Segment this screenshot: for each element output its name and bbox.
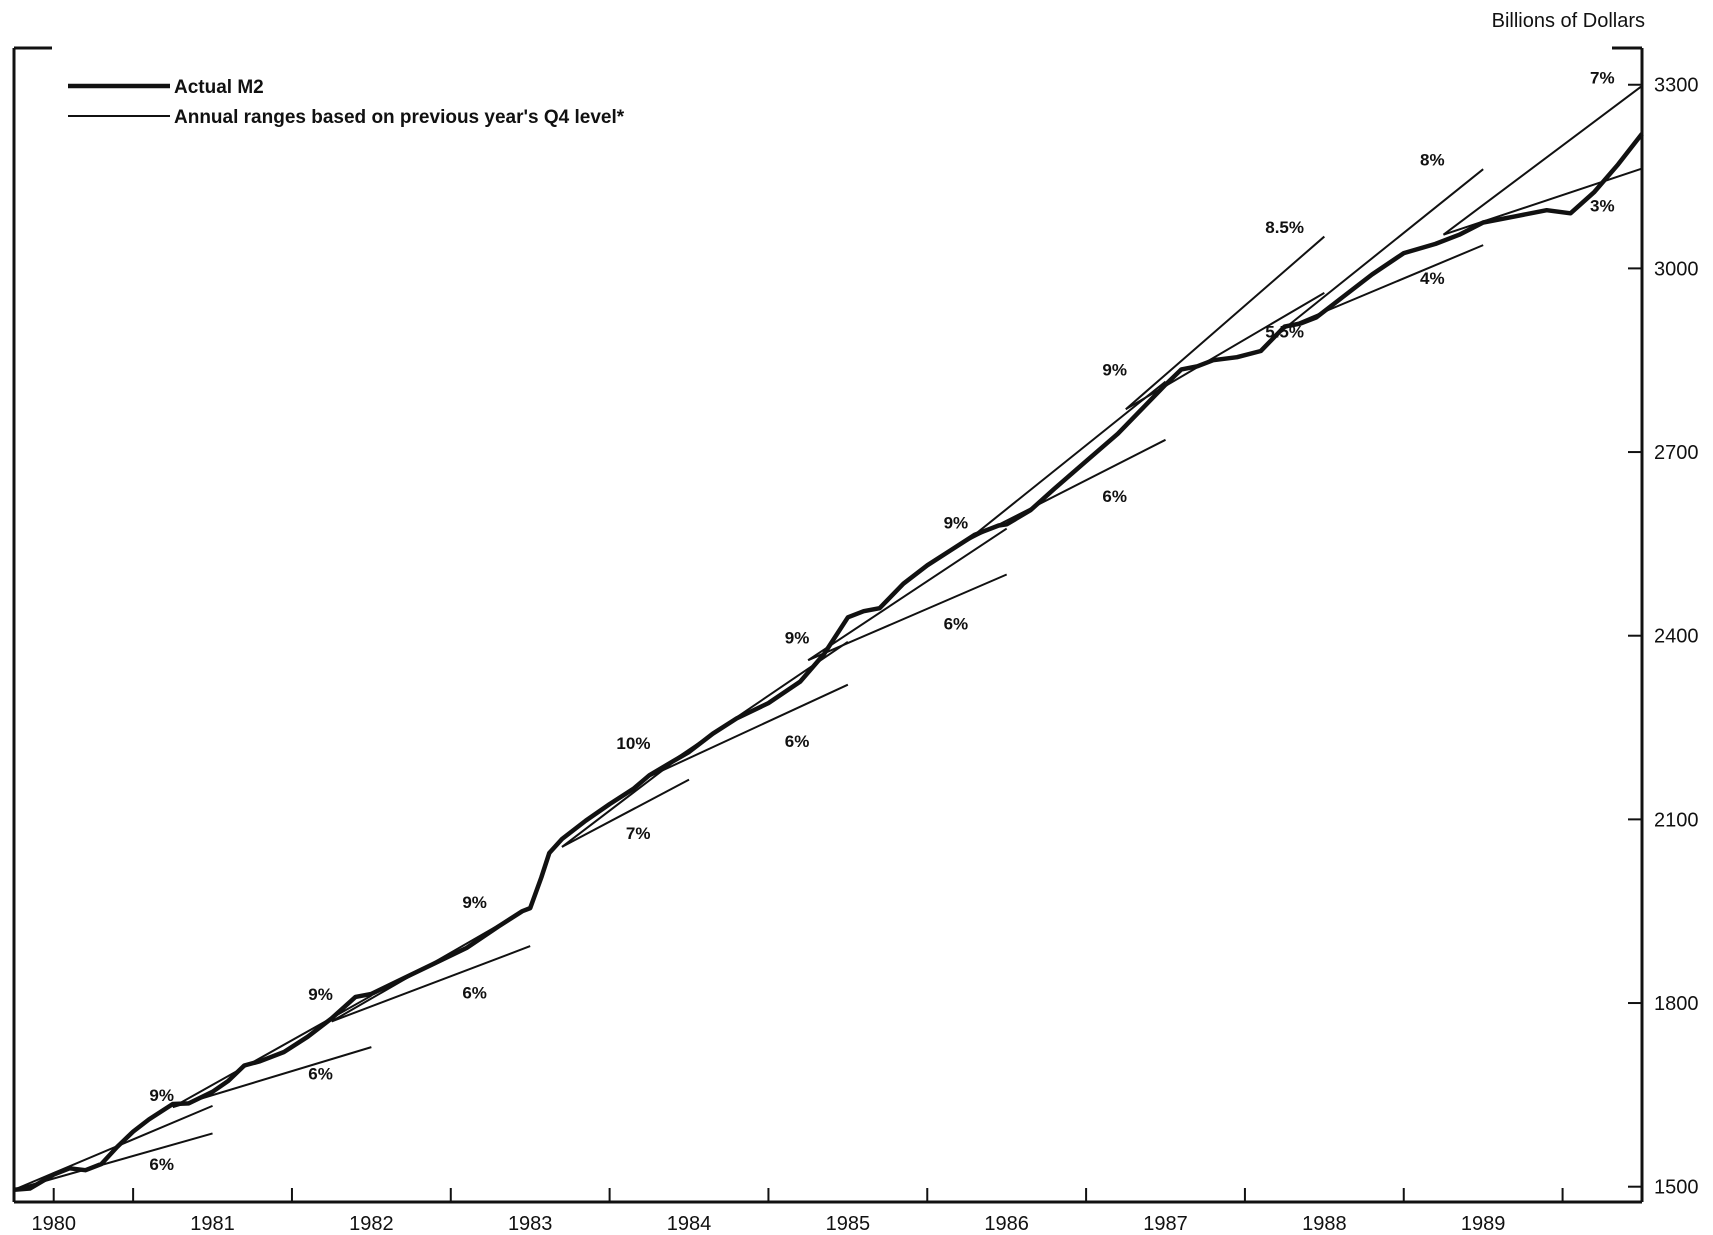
x-tick-label: 1980: [31, 1213, 76, 1235]
range-line: [331, 945, 531, 1023]
y-tick-label: 2700: [1654, 442, 1699, 464]
x-tick-label: 1989: [1461, 1213, 1506, 1235]
x-tick-label: 1984: [667, 1213, 712, 1235]
y-tick-label: 2100: [1654, 809, 1699, 831]
x-tick-label: 1981: [190, 1213, 235, 1235]
range-label: 6%: [462, 984, 487, 1003]
target-range-lines: [13, 85, 1643, 1191]
range-label: 6%: [944, 614, 969, 633]
range-label: 4%: [1420, 269, 1445, 288]
legend-label: Annual ranges based on previous year's Q…: [174, 107, 625, 128]
range-line: [1442, 85, 1643, 236]
range-label: 6%: [308, 1064, 333, 1083]
x-tick-label: 1988: [1302, 1213, 1347, 1235]
range-label: 9%: [149, 1086, 174, 1105]
y-tick-label: 1800: [1654, 993, 1699, 1015]
x-tick-label: 1982: [349, 1213, 394, 1235]
range-label: 6%: [149, 1155, 174, 1174]
y-tick-label: 2400: [1654, 626, 1699, 648]
range-line: [807, 573, 1008, 662]
range-line: [966, 380, 1167, 542]
y-tick-label: 1500: [1654, 1177, 1699, 1199]
range-label: 6%: [785, 732, 810, 751]
range-label: 6%: [1102, 487, 1127, 506]
range-label: 3%: [1590, 196, 1615, 215]
range-label: 8.5%: [1265, 218, 1304, 237]
y-tick-label: 3000: [1654, 258, 1699, 280]
chart-legend: Actual M2 Annual ranges based on previous…: [68, 77, 625, 128]
range-line: [561, 778, 690, 848]
range-label: 9%: [308, 985, 333, 1004]
x-tick-label: 1987: [1143, 1213, 1188, 1235]
series-line-actual-m2: [13, 132, 1644, 1193]
target-range-labels: 9% 6% 9% 6% 9% 6% 10% 7% 9% 6% 9% 6% 9% 6% 8.5% 5.5% 8% 4…: [149, 68, 1614, 1174]
range-label: 9%: [462, 893, 487, 912]
chart-axes: 1980 1981 1982 1983 1984 1985 1986 1987 1988 1989…: [12, 46, 1699, 1235]
range-label: 9%: [1102, 360, 1127, 379]
legend-label: Actual M2: [174, 77, 264, 98]
x-tick-label: 1983: [508, 1213, 553, 1235]
y-axis-unit-label: Billions of Dollars: [1491, 10, 1645, 32]
range-label: 9%: [785, 629, 810, 648]
range-line: [1125, 235, 1325, 410]
range-line: [13, 1104, 213, 1191]
y-tick-label: 3300: [1654, 75, 1699, 97]
x-tick-label: 1986: [984, 1213, 1029, 1235]
range-label: 10%: [616, 734, 650, 753]
range-line: [648, 683, 849, 778]
range-label: 7%: [626, 824, 651, 843]
range-label: 8%: [1420, 150, 1445, 169]
range-line: [807, 527, 1008, 662]
range-line: [1284, 168, 1484, 330]
x-tick-label: 1985: [826, 1213, 871, 1235]
range-label: 9%: [944, 513, 969, 532]
actual-m2-series: [13, 132, 1644, 1193]
range-label: 5.5%: [1265, 322, 1304, 341]
range-label: 7%: [1590, 68, 1615, 87]
